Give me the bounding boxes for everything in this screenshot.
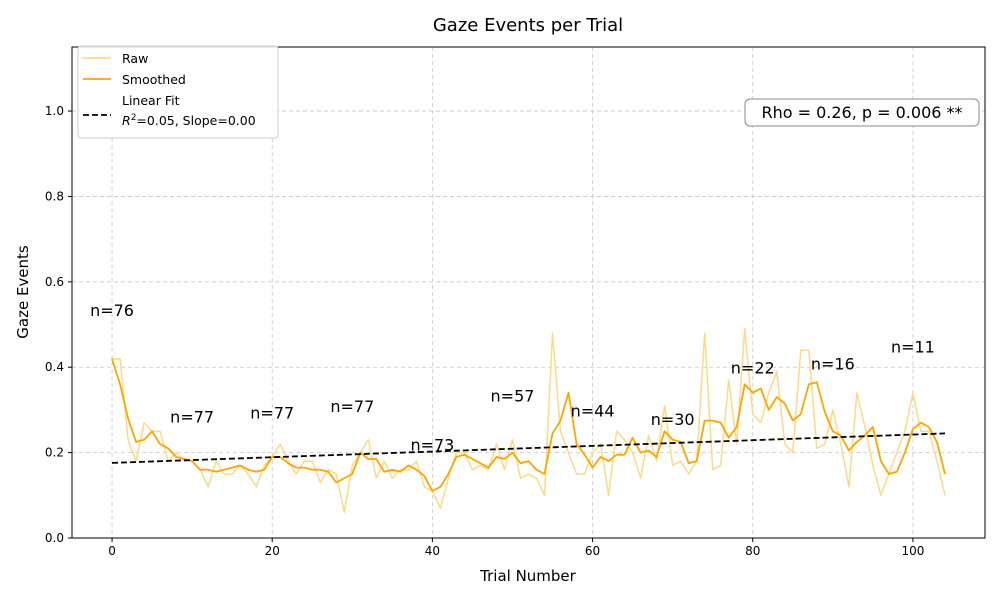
y-tick-label: 0.8 [45, 189, 64, 203]
n-label-layer: n=76 n=77 n=77 n=77 n=73 n=57 n=44 n=30 n=22 n=16… [90, 301, 935, 454]
legend: Raw Smoothed Linear Fit R2=0.05, Slope=0… [77, 45, 279, 139]
n-count-label: n=44 [571, 401, 615, 420]
linear-fit-line [111, 432, 946, 464]
legend-r-symbol: R [122, 113, 131, 128]
x-axis-title: Trial Number [479, 567, 577, 585]
n-count-label: n=76 [90, 301, 134, 320]
legend-label-fit-stats: R2=0.05, Slope=0.00 [122, 113, 256, 128]
legend-label-linear-fit: Linear Fit [122, 93, 180, 108]
legend-frame [77, 45, 279, 139]
smoothed-series-line [111, 358, 946, 492]
stat-box: Rho = 0.26, p = 0.006 ** [744, 98, 980, 127]
x-tick-label: 20 [265, 544, 280, 558]
n-count-label: n=77 [250, 403, 294, 422]
y-tick-label: 1.0 [45, 104, 64, 118]
chart-title: Gaze Events per Trial [433, 15, 623, 36]
stat-box-frame [744, 98, 980, 127]
y-tick-label: 0.2 [45, 446, 64, 460]
x-tick-label: 0 [108, 544, 116, 558]
n-count-label: n=11 [891, 337, 935, 356]
n-count-label: n=22 [731, 359, 775, 378]
n-count-label: n=57 [491, 386, 535, 405]
n-count-label: n=16 [811, 354, 855, 373]
legend-r-superscript: 2 [131, 113, 137, 123]
n-count-label: n=30 [651, 410, 695, 429]
legend-label-smoothed: Smoothed [122, 72, 186, 87]
y-axis-title: Gaze Events [14, 245, 32, 339]
n-count-label: n=77 [170, 408, 214, 427]
legend-label-raw: Raw [122, 51, 148, 66]
raw-series-line [112, 328, 946, 514]
x-tick-label: 100 [901, 544, 924, 558]
x-tick-label: 80 [745, 544, 760, 558]
n-count-label: n=73 [410, 435, 454, 454]
stat-box-text: Rho = 0.26, p = 0.006 ** [761, 103, 962, 122]
x-tick-label: 60 [585, 544, 600, 558]
series-layer [111, 328, 946, 514]
legend-fit-stats-text: =0.05, Slope=0.00 [136, 113, 255, 128]
plot-frame [71, 46, 986, 539]
y-tick-label: 0.0 [45, 531, 64, 545]
tick-layer: 0 20 40 60 80 100 0.0 0.2 0.4 0.6 0.8 1.0 [45, 104, 924, 558]
y-tick-label: 0.4 [45, 360, 64, 374]
x-tick-label: 40 [425, 544, 440, 558]
y-tick-label: 0.6 [45, 275, 64, 289]
n-count-label: n=77 [330, 397, 374, 416]
